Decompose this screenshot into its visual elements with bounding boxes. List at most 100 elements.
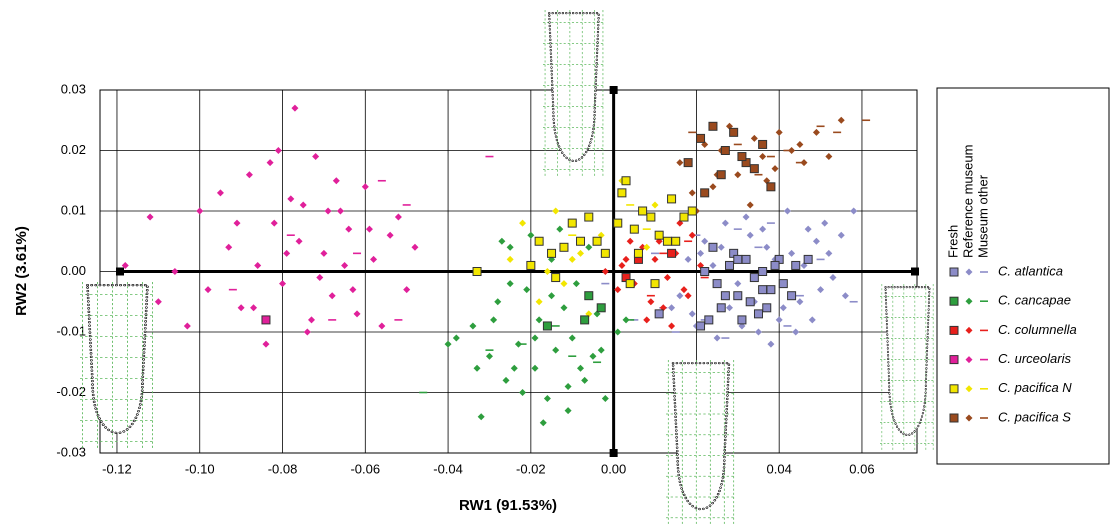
- diamond-point: [622, 255, 630, 263]
- square-point: [580, 315, 590, 325]
- diamond-point: [365, 225, 373, 233]
- square-point: [629, 224, 639, 234]
- square-point: [949, 384, 959, 394]
- x-tick-label: 0.06: [849, 461, 874, 476]
- diamond-point: [403, 286, 411, 294]
- square-point: [671, 236, 681, 246]
- diamond-point: [245, 171, 253, 179]
- diamond-point: [287, 195, 295, 203]
- diamond-point: [850, 207, 858, 215]
- diamond-point: [783, 207, 791, 215]
- diamond-point: [510, 364, 518, 372]
- y-tick-label: -0.02: [56, 384, 86, 399]
- square-point: [687, 206, 697, 216]
- diamond-point: [668, 304, 676, 312]
- diamond-point: [312, 153, 320, 161]
- diamond-point: [535, 316, 543, 324]
- square-point: [704, 315, 714, 325]
- diamond-point: [171, 268, 179, 275]
- diamond-point: [262, 340, 270, 348]
- diamond-point: [485, 352, 493, 360]
- square-point: [737, 152, 747, 162]
- y-tick-label: -0.03: [56, 444, 86, 459]
- x-tick-label: -0.12: [102, 461, 132, 476]
- diamond-point: [519, 219, 527, 227]
- diamond-point: [837, 116, 845, 124]
- diamond-point: [965, 297, 973, 305]
- outline-drawing: [666, 360, 736, 526]
- diamond-point: [841, 292, 849, 300]
- diamond-point: [663, 274, 671, 282]
- square-point: [600, 248, 610, 258]
- diamond-point: [577, 249, 585, 257]
- diamond-point: [225, 243, 233, 251]
- diamond-point: [709, 261, 717, 269]
- square-point: [787, 291, 797, 301]
- diamond-point: [643, 316, 651, 324]
- diamond-point: [560, 304, 568, 312]
- diamond-point: [676, 292, 684, 300]
- square-point: [596, 303, 606, 313]
- diamond-point: [394, 213, 402, 221]
- diamond-point: [812, 128, 820, 136]
- x-tick-label: 0.04: [767, 461, 792, 476]
- diamond-point: [336, 207, 344, 215]
- diamond-point: [775, 128, 783, 136]
- diamond-point: [146, 213, 154, 221]
- square-point: [766, 182, 776, 192]
- y-tick-label: 0.02: [61, 142, 86, 157]
- diamond-point: [279, 280, 287, 288]
- square-point: [662, 236, 672, 246]
- diamond-point: [349, 286, 357, 294]
- x-axis-title: RW1 (91.53%): [459, 497, 557, 514]
- square-point: [261, 315, 271, 325]
- diamond-point: [452, 334, 460, 342]
- square-point: [638, 206, 648, 216]
- diamond-point: [237, 304, 245, 312]
- diamond-point: [324, 207, 332, 215]
- diamond-point: [506, 255, 514, 263]
- diamond-point: [771, 165, 779, 173]
- square-point: [949, 413, 959, 423]
- legend-label: C. columnella: [998, 322, 1077, 337]
- square-point: [551, 273, 561, 283]
- diamond-point: [763, 243, 771, 251]
- square-point: [559, 242, 569, 252]
- diamond-point: [543, 268, 551, 275]
- diamond-point: [837, 231, 845, 239]
- square-point: [729, 127, 739, 137]
- diamond-point: [825, 153, 833, 161]
- diamond-point: [721, 219, 729, 227]
- square-point: [654, 230, 664, 240]
- diamond-point: [303, 328, 311, 336]
- square-point: [526, 260, 536, 270]
- diamond-point: [564, 382, 572, 390]
- square-point: [700, 267, 710, 276]
- square-point: [762, 303, 772, 313]
- diamond-point: [684, 292, 692, 300]
- diamond-point: [713, 334, 721, 342]
- diamond-point: [688, 189, 696, 197]
- diamond-point: [742, 213, 750, 221]
- legend-label: C. urceolaris: [998, 351, 1071, 366]
- square-point: [650, 279, 660, 289]
- diamond-point: [688, 231, 696, 239]
- diamond-point: [564, 407, 572, 415]
- legend-column-header: Reference museum: [960, 145, 975, 258]
- diamond-point: [688, 310, 696, 318]
- diamond-point: [651, 255, 659, 263]
- square-point: [803, 254, 813, 264]
- diamond-point: [589, 352, 597, 360]
- square-point: [708, 242, 718, 252]
- square-point: [737, 315, 747, 325]
- diamond-point: [519, 389, 527, 396]
- diamond-point: [651, 201, 659, 209]
- diamond-point: [965, 356, 973, 364]
- diamond-point: [353, 310, 361, 318]
- diamond-point: [531, 364, 539, 372]
- diamond-point: [788, 147, 796, 154]
- diamond-point: [270, 219, 278, 227]
- square-point: [733, 291, 743, 301]
- square-point: [613, 218, 623, 228]
- legend-column-header: Museum other: [975, 174, 990, 258]
